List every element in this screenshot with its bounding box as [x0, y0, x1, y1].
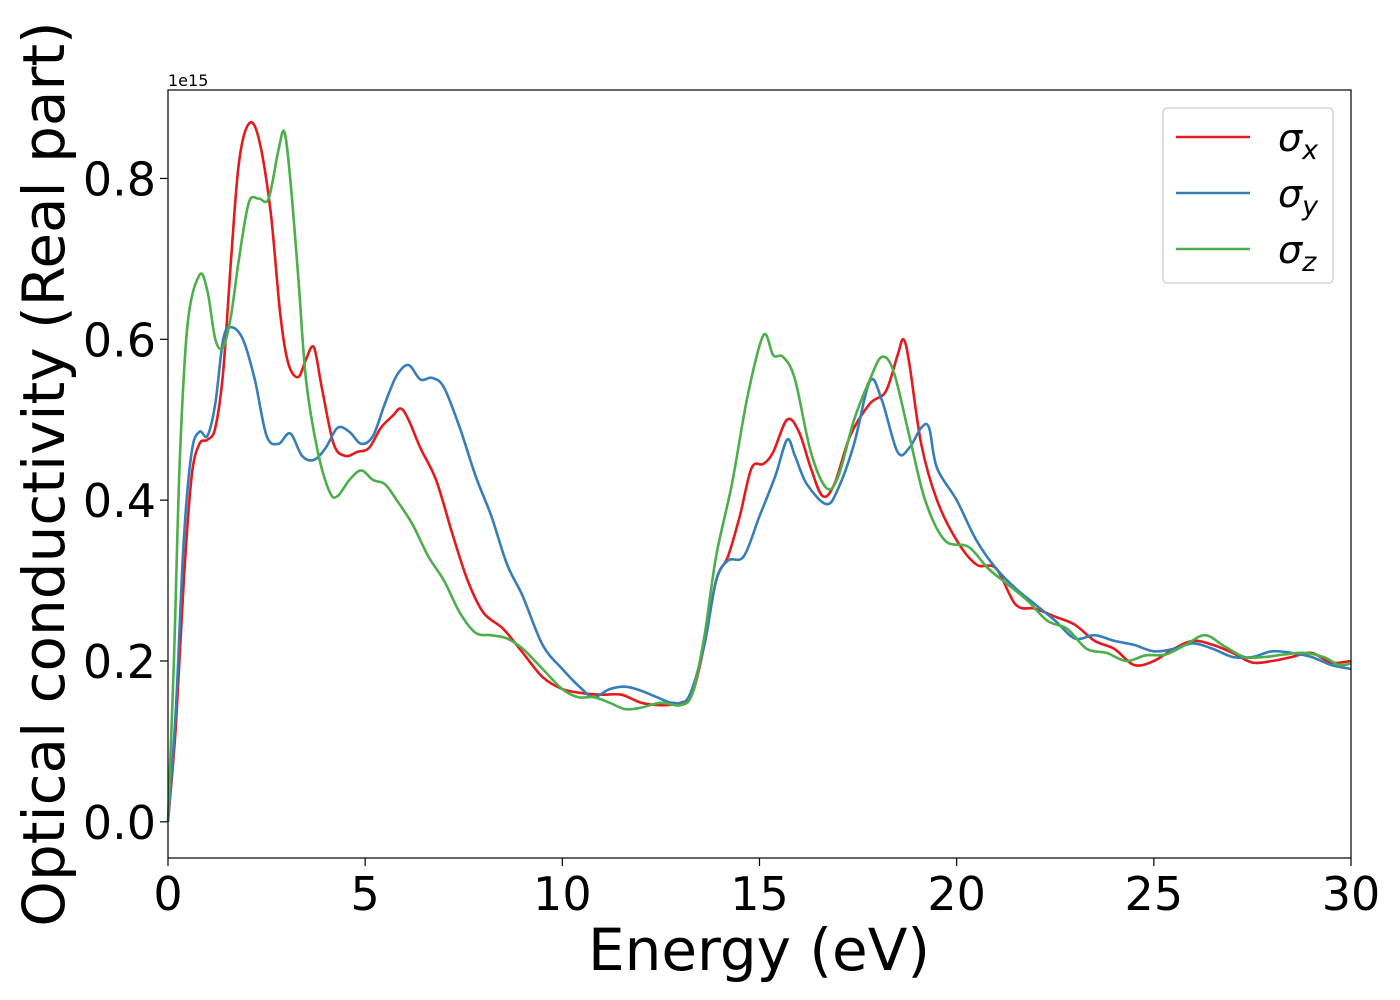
y-tick-label: 0.6 — [83, 313, 156, 367]
legend-frame — [1162, 107, 1334, 284]
x-tick-label: 30 — [1322, 867, 1381, 921]
series-layer — [166, 121, 1352, 822]
x-axis: 0 5 10 15 20 25 30 — [153, 858, 1380, 921]
y-tick-label: 0.8 — [83, 152, 156, 206]
x-axis-title: Energy (eV) — [588, 916, 930, 984]
y-axis-title: Optical conductivity (Real part) — [10, 21, 78, 926]
y-tick-label: 0.4 — [83, 474, 156, 528]
x-tick-label: 5 — [351, 867, 380, 921]
series-line-y — [166, 325, 1352, 822]
x-tick-label: 0 — [153, 867, 182, 921]
series-line-z — [166, 129, 1352, 822]
legend-label-y: σy — [1278, 172, 1319, 222]
legend-label-x: σx — [1278, 116, 1319, 166]
x-tick-label: 10 — [533, 867, 592, 921]
y-tick-label: 0.2 — [83, 635, 156, 689]
y-offset-label: 1e15 — [168, 71, 208, 90]
y-tick-label: 0.0 — [83, 796, 156, 850]
y-axis: 0.0 0.2 0.4 0.6 0.8 — [83, 152, 168, 850]
x-tick-label: 20 — [927, 867, 986, 921]
x-tick-label: 25 — [1125, 867, 1184, 921]
x-tick-label: 15 — [730, 867, 789, 921]
